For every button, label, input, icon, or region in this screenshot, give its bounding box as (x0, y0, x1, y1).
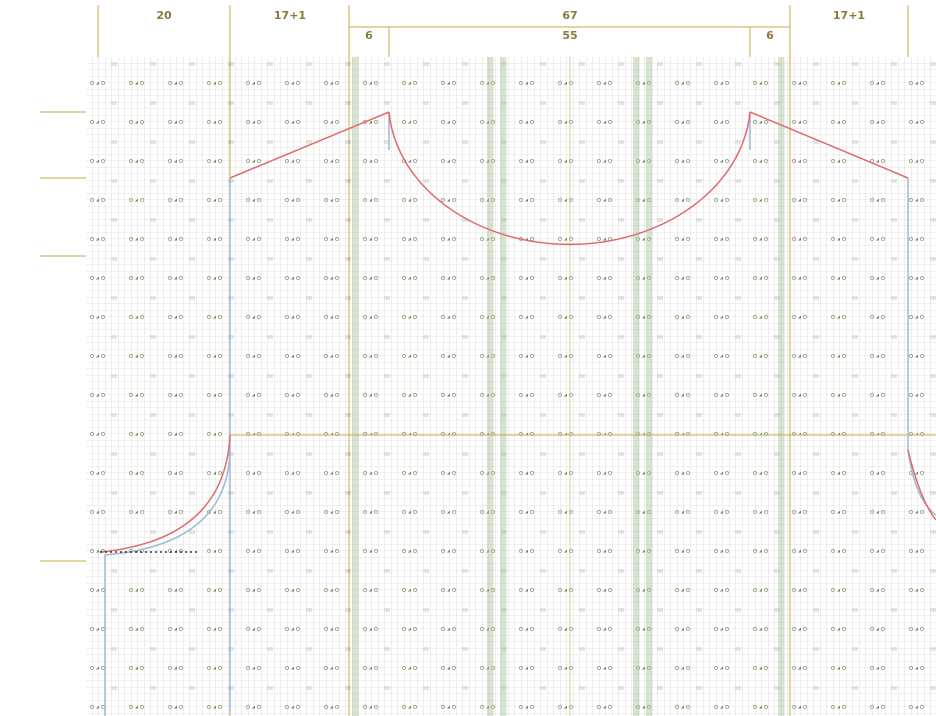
section-label: 17+1 (833, 9, 865, 22)
section-label: 20 (156, 9, 172, 22)
stitch-motifs (86, 57, 936, 716)
section-label: 17+1 (274, 9, 306, 22)
section-label: 67 (562, 9, 577, 22)
subsection-label: 6 (766, 29, 774, 42)
shaping-lines (99, 111, 936, 716)
guide-lines (40, 5, 936, 716)
subsection-label: 55 (562, 29, 577, 42)
cable-columns (352, 57, 785, 716)
subsection-label: 6 (365, 29, 373, 42)
header-labels: 20 17+1 67 17+1 6 55 6 (156, 9, 865, 42)
